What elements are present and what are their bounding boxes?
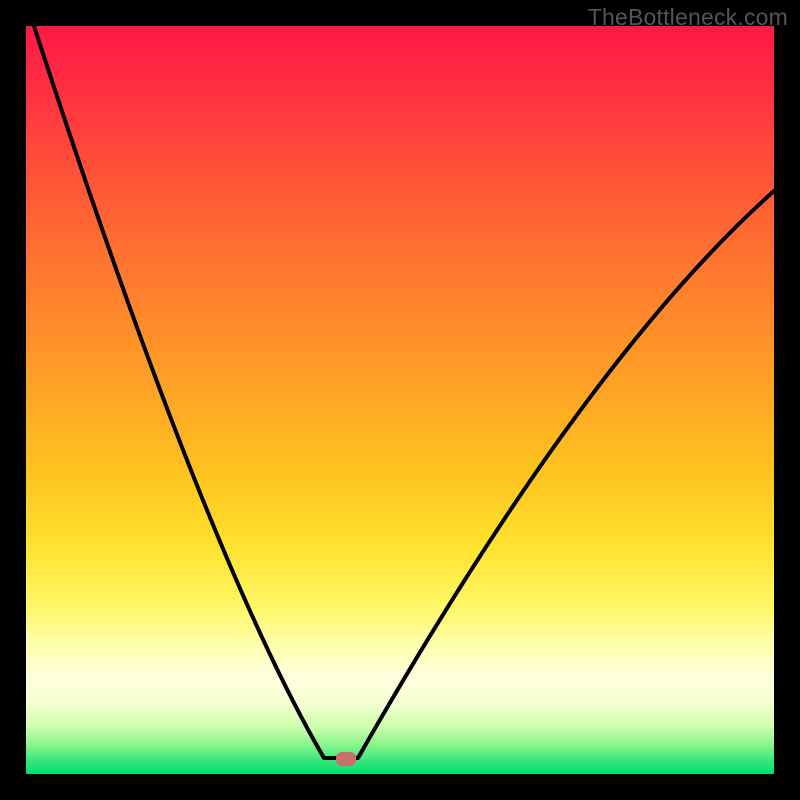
min-marker (336, 752, 356, 766)
plot-area (26, 26, 774, 774)
bottleneck-curve (26, 26, 774, 774)
chart-frame: TheBottleneck.com (0, 0, 800, 800)
watermark-text: TheBottleneck.com (588, 4, 788, 31)
